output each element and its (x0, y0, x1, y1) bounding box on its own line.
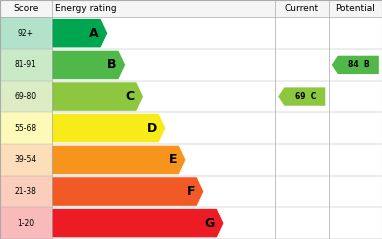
Polygon shape (52, 19, 108, 48)
Bar (0, 17, 52, 49)
Text: C: C (125, 90, 134, 103)
Bar (0, 144, 52, 176)
Bar (0, 0, 382, 17)
Bar (0, 176, 52, 207)
Polygon shape (52, 50, 125, 79)
Polygon shape (52, 209, 224, 238)
Text: E: E (168, 153, 177, 166)
Text: 84  B: 84 B (348, 60, 370, 69)
Text: Score: Score (13, 4, 39, 13)
Text: 81-91: 81-91 (15, 60, 37, 69)
Text: 92+: 92+ (18, 29, 34, 38)
Text: Current: Current (285, 4, 319, 13)
Polygon shape (332, 56, 379, 74)
Bar (0, 207, 52, 239)
Text: G: G (205, 217, 215, 230)
Text: D: D (147, 122, 157, 135)
Text: 55-68: 55-68 (15, 124, 37, 133)
Text: B: B (107, 58, 117, 71)
Text: 39-54: 39-54 (15, 155, 37, 164)
Text: 69-80: 69-80 (15, 92, 37, 101)
Text: 21-38: 21-38 (15, 187, 37, 196)
Polygon shape (52, 82, 143, 111)
Polygon shape (52, 114, 166, 143)
Text: 69  C: 69 C (295, 92, 316, 101)
Polygon shape (278, 87, 325, 106)
Polygon shape (52, 145, 186, 174)
Bar (0, 49, 52, 81)
Text: A: A (89, 27, 99, 40)
Polygon shape (52, 177, 204, 206)
Text: F: F (186, 185, 195, 198)
Text: Energy rating: Energy rating (55, 4, 117, 13)
Bar (0, 81, 52, 112)
Bar (0, 112, 52, 144)
Text: Potential: Potential (335, 4, 375, 13)
Text: 1-20: 1-20 (17, 219, 34, 228)
